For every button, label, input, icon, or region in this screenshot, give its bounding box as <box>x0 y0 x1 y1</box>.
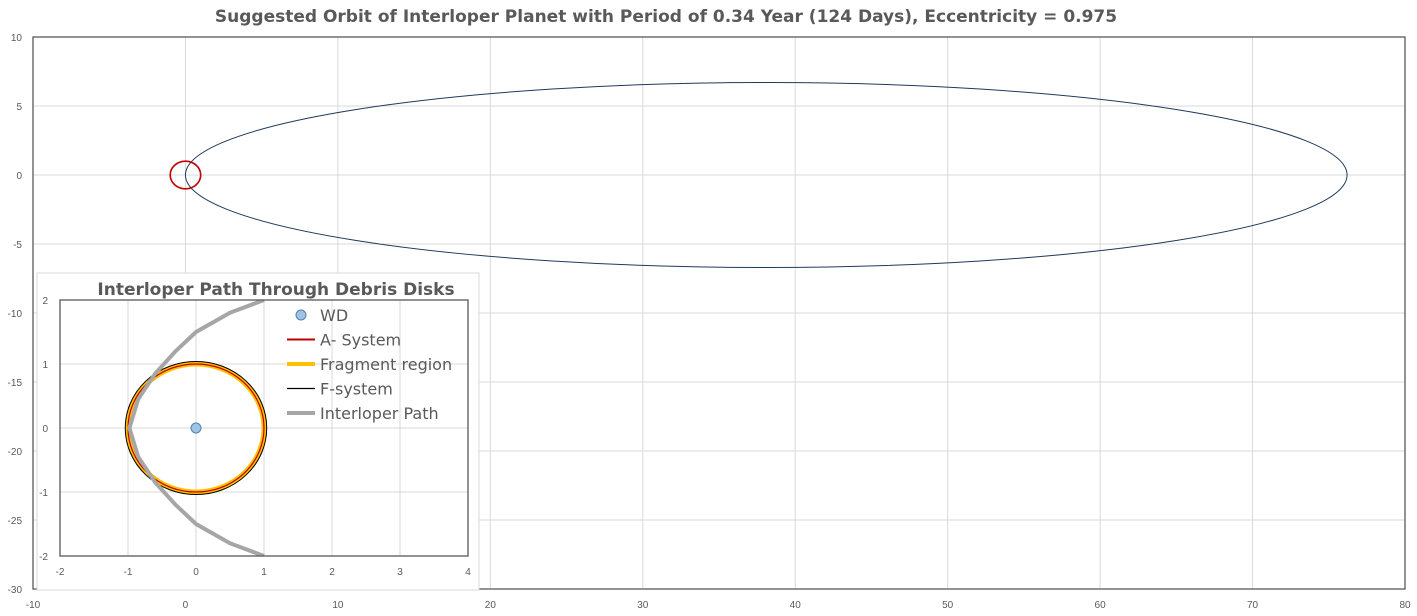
main-x-tick-label: 0 <box>183 600 189 611</box>
main-x-tick-label: 60 <box>1095 600 1107 611</box>
inset-y-tick-label: 2 <box>42 296 48 307</box>
inset-x-tick-label: 2 <box>329 567 335 578</box>
legend-marker-wd <box>295 309 307 321</box>
main-y-tick-label: -10 <box>8 309 23 320</box>
main-x-tick-label: 50 <box>942 600 954 611</box>
main-y-tick-label: -5 <box>13 240 22 251</box>
inset-f-system <box>124 360 268 496</box>
inset-x-tick-label: -1 <box>124 567 133 578</box>
inset-plot-border <box>59 299 469 557</box>
main-x-tick-label: 30 <box>637 600 649 611</box>
inset-y-tick-label: 1 <box>42 360 48 371</box>
inset-chart-area <box>36 272 480 591</box>
legend-label: A- System <box>320 331 401 350</box>
main-x-tick-label: -10 <box>26 600 41 611</box>
inset-wd-point <box>190 422 202 434</box>
main-y-tick-label: -15 <box>8 378 23 389</box>
inset-x-tick-label: 3 <box>397 567 403 578</box>
inset-x-tick-label: -2 <box>56 567 65 578</box>
main-x-tick-label: 20 <box>485 600 497 611</box>
main-y-tick-label: -30 <box>8 585 23 596</box>
inset-x-tick-label: 0 <box>193 567 199 578</box>
main-x-tick-label: 10 <box>332 600 344 611</box>
inset-interloper-path <box>127 300 265 556</box>
legend-label: F-system <box>320 380 393 399</box>
inset-y-tick-label: -2 <box>39 552 48 563</box>
inset-chart-title: Interloper Path Through Debris Disks <box>97 280 454 300</box>
inset-x-tick-label: 1 <box>261 567 267 578</box>
legend-label: Interloper Path <box>320 404 439 423</box>
inset-y-tick-label: -1 <box>39 488 48 499</box>
main-chart-title: Suggested Orbit of Interloper Planet wit… <box>215 7 1117 27</box>
main-y-tick-label: 5 <box>16 102 22 113</box>
main-y-tick-label: 0 <box>16 171 22 182</box>
main-x-tick-label: 40 <box>790 600 802 611</box>
inset-x-tick-label: 4 <box>465 567 471 578</box>
main-y-tick-label: -25 <box>8 516 23 527</box>
main-y-tick-label: -20 <box>8 447 23 458</box>
main-orbit-ellipse <box>184 82 1348 268</box>
main-x-tick-label: 80 <box>1399 600 1411 611</box>
legend-label: WD <box>320 306 348 325</box>
main-debris-circle <box>169 160 202 190</box>
legend-label: Fragment region <box>320 355 452 374</box>
main-x-tick-label: 70 <box>1247 600 1259 611</box>
main-plot-border <box>32 36 1406 590</box>
main-y-tick-label: 10 <box>11 33 23 44</box>
inset-y-tick-label: 0 <box>42 424 48 435</box>
